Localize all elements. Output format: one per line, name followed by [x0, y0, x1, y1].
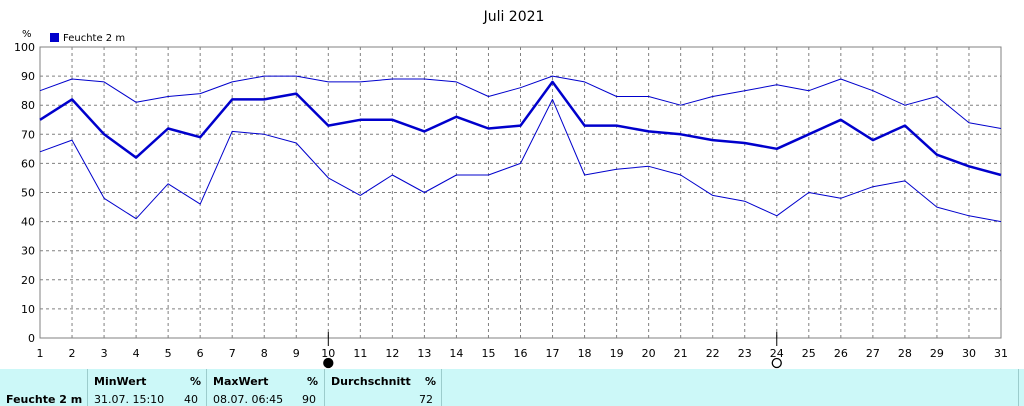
- humidity-chart: Juli 2021 % Feuchte 2 m 0 10 20 30 40 50 60 70 8…: [14, 9, 1009, 369]
- stats-max-cell: MaxWert % 08.07. 06:45 90: [207, 369, 325, 406]
- y-tick-label: 0: [28, 332, 35, 345]
- x-tick-label: 13: [417, 347, 431, 360]
- x-tick-label: 22: [706, 347, 720, 360]
- x-tick-label: 5: [165, 347, 172, 360]
- min-value: 40: [184, 393, 198, 406]
- x-tick-label: 28: [898, 347, 912, 360]
- full-moon-icon: [771, 357, 782, 369]
- legend-label: Feuchte 2 m: [63, 33, 125, 44]
- x-tick-label: 3: [101, 347, 108, 360]
- max-value: 90: [302, 393, 316, 406]
- x-tick-label: 7: [229, 347, 236, 360]
- avg-label: Durchschnitt: [331, 375, 411, 388]
- y-tick-labels: 0 10 20 30 40 50 60 70 80 90 100: [14, 41, 35, 345]
- x-tick-label: 19: [610, 347, 624, 360]
- series-line-mean: [39, 80, 1002, 177]
- x-tick-label: 15: [481, 347, 495, 360]
- x-tick-label: 26: [834, 347, 848, 360]
- min-label: MinWert: [94, 375, 147, 388]
- x-tick-label: 31: [994, 347, 1008, 360]
- max-unit: %: [307, 375, 319, 388]
- min-unit: %: [190, 375, 202, 388]
- x-tick-label: 27: [866, 347, 880, 360]
- y-tick-label: 10: [21, 303, 35, 316]
- plot-frame: [39, 46, 1002, 339]
- x-tick-label: 20: [642, 347, 656, 360]
- x-tick-label: 18: [578, 347, 592, 360]
- x-tick-label: 14: [449, 347, 463, 360]
- series-lines: [39, 75, 1002, 223]
- y-tick-label: 80: [21, 99, 35, 112]
- y-tick-label: 20: [21, 274, 35, 287]
- x-tick-label: 30: [962, 347, 976, 360]
- max-label: MaxWert: [213, 375, 269, 388]
- y-tick-label: 50: [21, 187, 35, 200]
- stats-min-cell: MinWert % 31.07. 15:10 40: [88, 369, 207, 406]
- y-axis-unit: %: [22, 29, 32, 40]
- stats-avg-cell: Durchschnitt % 72: [325, 369, 442, 406]
- x-tick-label: 6: [197, 347, 204, 360]
- y-tick-label: 60: [21, 157, 35, 170]
- y-tick-label: 70: [21, 128, 35, 141]
- stats-panel: Feuchte 2 m MinWert % 31.07. 15:10 40 Ma…: [0, 369, 1024, 406]
- x-tick-label: 4: [133, 347, 140, 360]
- stats-row-label-cell: Feuchte 2 m: [0, 369, 88, 406]
- x-tick-label: 1: [37, 347, 44, 360]
- x-tick-label: 11: [353, 347, 367, 360]
- y-tick-label: 40: [21, 216, 35, 229]
- x-tick-label: 23: [738, 347, 752, 360]
- x-tick-label: 12: [385, 347, 399, 360]
- x-tick-label: 16: [514, 347, 528, 360]
- new-moon-icon: [323, 357, 334, 369]
- x-tick-label: 10: [321, 347, 335, 360]
- chart-title: Juli 2021: [483, 9, 545, 25]
- y-tick-label: 100: [14, 41, 35, 54]
- series-line-min: [39, 98, 1002, 223]
- stats-right-border: [1018, 369, 1019, 406]
- y-tick-label: 90: [21, 70, 35, 83]
- max-time: 08.07. 06:45: [213, 393, 284, 406]
- x-tick-label: 2: [69, 347, 76, 360]
- avg-value: 72: [419, 393, 433, 406]
- y-tick-label: 30: [21, 245, 35, 258]
- legend-swatch: [50, 33, 59, 42]
- x-tick-label: 29: [930, 347, 944, 360]
- x-tick-label: 21: [674, 347, 688, 360]
- min-time: 31.07. 15:10: [94, 393, 165, 406]
- x-tick-label: 17: [546, 347, 560, 360]
- x-tick-labels: 1 2 3 4 5 6 7 8 9 10 11 12 13 14 15 16 17 18 19 20 21 22 23 24 2…: [37, 347, 1009, 360]
- series-line-max: [39, 75, 1002, 129]
- x-tick-label: 9: [293, 347, 300, 360]
- x-tick-label: 24: [770, 347, 784, 360]
- x-tick-label: 25: [802, 347, 816, 360]
- moon-markers: [323, 332, 782, 369]
- avg-unit: %: [425, 375, 437, 388]
- x-tick-label: 8: [261, 347, 268, 360]
- stats-row-label: Feuchte 2 m: [6, 393, 83, 406]
- grid-lines: [40, 47, 1001, 338]
